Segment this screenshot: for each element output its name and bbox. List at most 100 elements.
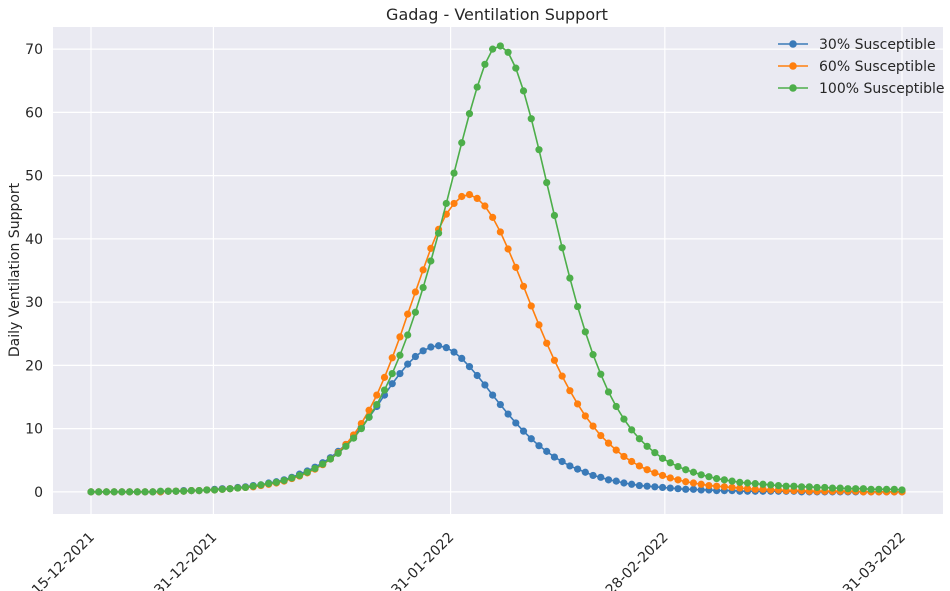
data-point	[380, 386, 389, 394]
data-point	[411, 352, 419, 361]
data-point	[867, 485, 875, 493]
data-point	[658, 471, 667, 480]
data-point	[342, 442, 350, 450]
data-point	[388, 354, 396, 362]
data-point	[458, 354, 466, 363]
data-point	[234, 484, 242, 492]
data-point	[566, 274, 574, 282]
data-point	[581, 412, 589, 420]
data-point	[481, 381, 489, 389]
data-point	[852, 485, 860, 493]
data-point	[697, 471, 705, 479]
data-point	[859, 485, 867, 493]
data-point	[836, 484, 844, 492]
data-point	[496, 400, 504, 409]
data-point	[496, 42, 504, 50]
data-point	[404, 331, 412, 339]
data-point	[635, 462, 643, 470]
gridlines	[53, 27, 943, 514]
data-point	[519, 427, 528, 435]
data-point	[380, 373, 389, 381]
data-point	[651, 483, 659, 491]
series-3	[87, 42, 906, 496]
data-point	[728, 483, 736, 492]
data-point	[489, 391, 497, 399]
data-point	[797, 483, 806, 491]
y-tick-label: 70	[25, 42, 43, 58]
data-point	[404, 310, 412, 318]
data-point	[465, 191, 474, 199]
data-point	[249, 482, 257, 490]
data-point	[635, 435, 643, 443]
legend-marker	[789, 62, 797, 70]
data-point	[388, 380, 396, 388]
data-point	[195, 487, 203, 495]
data-point	[604, 439, 613, 447]
data-point	[821, 483, 829, 492]
data-point	[574, 465, 582, 473]
data-point	[759, 485, 767, 493]
data-point	[473, 83, 481, 91]
data-point	[319, 460, 327, 468]
y-tick-label: 60	[25, 105, 43, 121]
data-point	[689, 468, 698, 476]
data-point	[365, 413, 373, 421]
data-point	[450, 169, 458, 177]
data-point	[666, 484, 674, 492]
data-point	[141, 488, 149, 496]
data-point	[736, 478, 744, 486]
data-point	[790, 482, 798, 490]
data-point	[828, 484, 837, 492]
data-point	[427, 244, 435, 252]
data-point	[149, 488, 157, 496]
data-point	[411, 308, 419, 316]
data-point	[543, 178, 551, 187]
data-point	[156, 487, 165, 495]
data-point	[574, 302, 582, 311]
data-point	[674, 485, 682, 493]
legend-label: 100% Susceptible	[819, 81, 945, 97]
data-point	[620, 479, 628, 487]
data-point	[589, 471, 597, 480]
data-point	[257, 481, 265, 489]
data-point	[396, 351, 404, 359]
data-point	[558, 244, 566, 252]
data-point	[604, 388, 613, 396]
data-point	[458, 192, 466, 201]
data-point	[334, 449, 342, 457]
data-point	[350, 434, 358, 442]
x-tick-label: 28-02-2022	[603, 530, 672, 591]
data-point	[890, 485, 898, 493]
data-point	[774, 481, 783, 490]
data-point	[689, 479, 698, 487]
data-point	[574, 400, 582, 408]
y-tick-label: 40	[25, 232, 43, 248]
data-point	[697, 486, 705, 494]
data-point	[95, 488, 103, 496]
data-point	[272, 478, 280, 486]
x-tick-label: 31-01-2022	[389, 530, 458, 591]
data-point	[388, 369, 396, 378]
data-point	[427, 257, 435, 265]
data-point	[597, 473, 605, 481]
data-point	[396, 369, 404, 378]
data-point	[288, 474, 296, 482]
data-point	[805, 483, 813, 491]
data-point	[597, 370, 605, 378]
x-tick-labels: 15-12-2021 31-12-2021 31-01-2022 28-02-2022…	[29, 530, 909, 591]
data-point	[612, 446, 620, 454]
plot-background	[53, 27, 943, 514]
data-point	[373, 391, 381, 399]
data-point	[612, 402, 620, 411]
data-point	[265, 480, 273, 488]
data-point	[720, 483, 728, 491]
data-point	[620, 452, 628, 461]
data-point	[581, 328, 589, 336]
data-point	[411, 288, 419, 296]
data-point	[767, 486, 775, 494]
data-point	[628, 426, 636, 434]
data-point	[705, 481, 713, 490]
data-point	[736, 484, 744, 492]
y-axis-label: Daily Ventilation Support	[7, 182, 23, 357]
